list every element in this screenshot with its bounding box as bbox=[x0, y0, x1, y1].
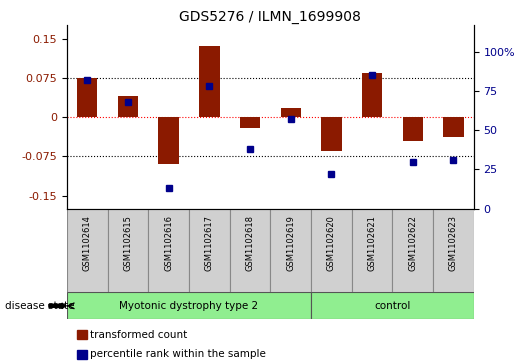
Text: GSM1102615: GSM1102615 bbox=[124, 215, 132, 271]
Bar bbox=[311, 292, 474, 319]
Text: GSM1102622: GSM1102622 bbox=[408, 215, 417, 271]
Bar bbox=[159, 117, 179, 164]
Bar bbox=[230, 209, 270, 292]
Bar bbox=[392, 209, 433, 292]
Bar bbox=[67, 209, 108, 292]
Bar bbox=[403, 117, 423, 140]
Bar bbox=[77, 78, 97, 117]
Text: GSM1102617: GSM1102617 bbox=[205, 215, 214, 272]
Bar bbox=[118, 96, 138, 117]
Bar bbox=[67, 292, 311, 319]
Text: Myotonic dystrophy type 2: Myotonic dystrophy type 2 bbox=[119, 301, 259, 311]
Text: disease state: disease state bbox=[5, 301, 75, 311]
Bar bbox=[311, 209, 352, 292]
Bar bbox=[148, 209, 189, 292]
Bar bbox=[270, 209, 311, 292]
Text: transformed count: transformed count bbox=[90, 330, 187, 340]
Text: GSM1102623: GSM1102623 bbox=[449, 215, 458, 272]
Text: control: control bbox=[374, 301, 410, 311]
Text: GSM1102621: GSM1102621 bbox=[368, 215, 376, 271]
Text: GSM1102618: GSM1102618 bbox=[246, 215, 254, 272]
Text: GSM1102620: GSM1102620 bbox=[327, 215, 336, 271]
Bar bbox=[108, 209, 148, 292]
Bar bbox=[281, 108, 301, 117]
Bar bbox=[199, 46, 219, 117]
Bar bbox=[352, 209, 392, 292]
Bar bbox=[321, 117, 341, 151]
Bar bbox=[189, 209, 230, 292]
Bar bbox=[443, 117, 464, 137]
Text: GSM1102619: GSM1102619 bbox=[286, 215, 295, 271]
Text: percentile rank within the sample: percentile rank within the sample bbox=[90, 349, 266, 359]
Bar bbox=[240, 117, 260, 127]
Bar bbox=[433, 209, 474, 292]
Text: GSM1102616: GSM1102616 bbox=[164, 215, 173, 272]
Bar bbox=[362, 73, 382, 117]
Text: GSM1102614: GSM1102614 bbox=[83, 215, 92, 271]
Title: GDS5276 / ILMN_1699908: GDS5276 / ILMN_1699908 bbox=[179, 11, 362, 24]
